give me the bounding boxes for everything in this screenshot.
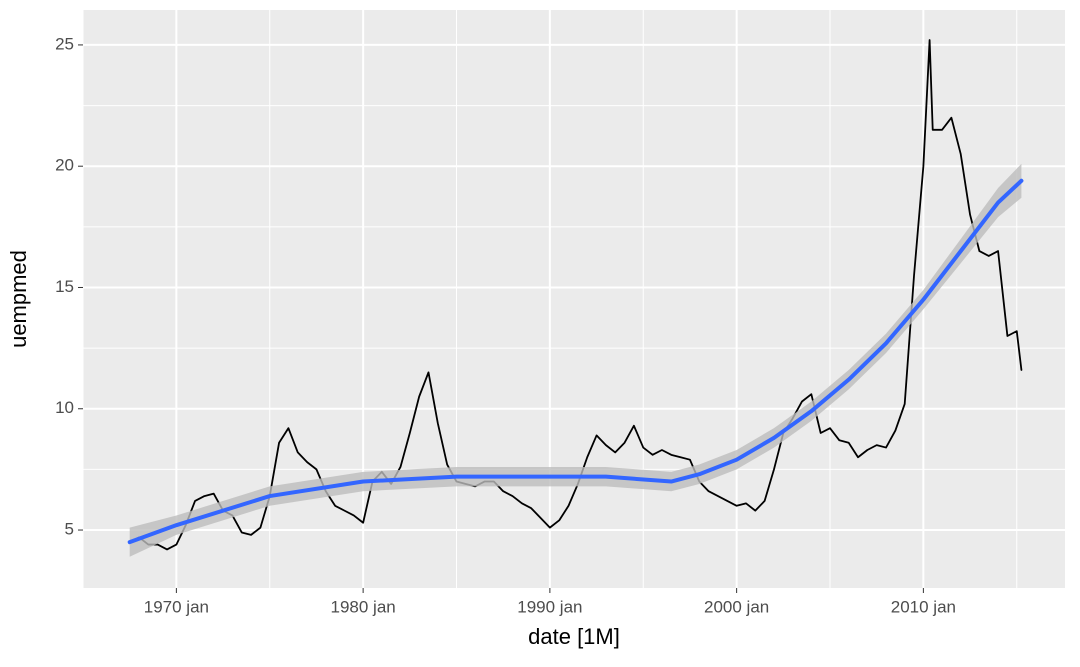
- y-axis-title: uempmed: [6, 250, 31, 348]
- y-tick-label: 5: [65, 520, 74, 539]
- y-tick-label: 25: [55, 34, 74, 53]
- line: [127, 178, 1024, 545]
- y-tick-label: 10: [55, 398, 74, 417]
- x-tick-label: 1980 jan: [331, 597, 396, 616]
- x-tick-label: 1990 jan: [517, 597, 582, 616]
- y-tick-label: 15: [55, 277, 74, 296]
- x-tick-label: 1970 jan: [144, 597, 209, 616]
- x-tick-label: 2000 jan: [704, 597, 769, 616]
- x-tick-label: 2010 jan: [891, 597, 956, 616]
- y-tick-label: 20: [55, 156, 74, 175]
- x-axis-title: date [1M]: [528, 624, 620, 649]
